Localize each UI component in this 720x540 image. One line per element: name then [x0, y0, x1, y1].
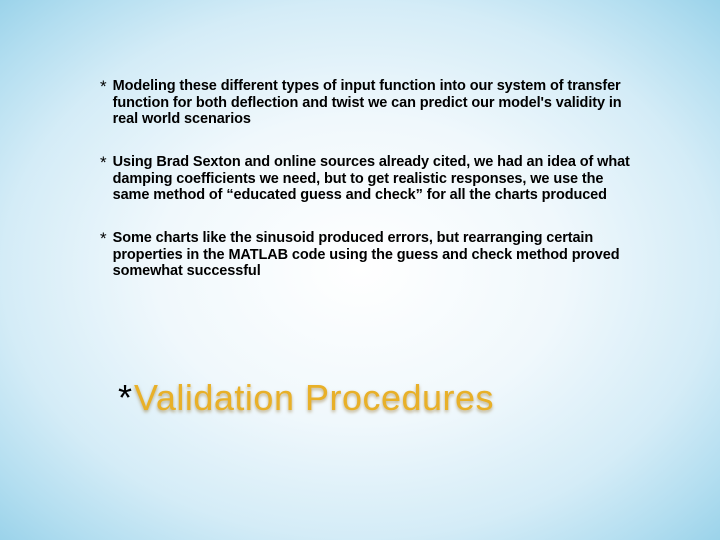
list-item: * Using Brad Sexton and online sources a…: [100, 154, 630, 204]
slide-title-block: * Validation Procedures: [118, 378, 494, 418]
bullet-text: Some charts like the sinusoid produced e…: [113, 230, 630, 280]
list-item: * Some charts like the sinusoid produced…: [100, 230, 630, 280]
bullet-text: Using Brad Sexton and online sources alr…: [113, 154, 630, 204]
slide: * Modeling these different types of inpu…: [0, 0, 720, 540]
bullet-glyph: *: [100, 230, 107, 248]
bullet-text: Modeling these different types of input …: [113, 78, 630, 128]
list-item: * Modeling these different types of inpu…: [100, 78, 630, 128]
title-glyph: *: [118, 378, 132, 418]
bullet-glyph: *: [100, 78, 107, 96]
bullet-list: * Modeling these different types of inpu…: [100, 78, 630, 306]
bullet-glyph: *: [100, 154, 107, 172]
slide-title: Validation Procedures: [134, 378, 494, 418]
